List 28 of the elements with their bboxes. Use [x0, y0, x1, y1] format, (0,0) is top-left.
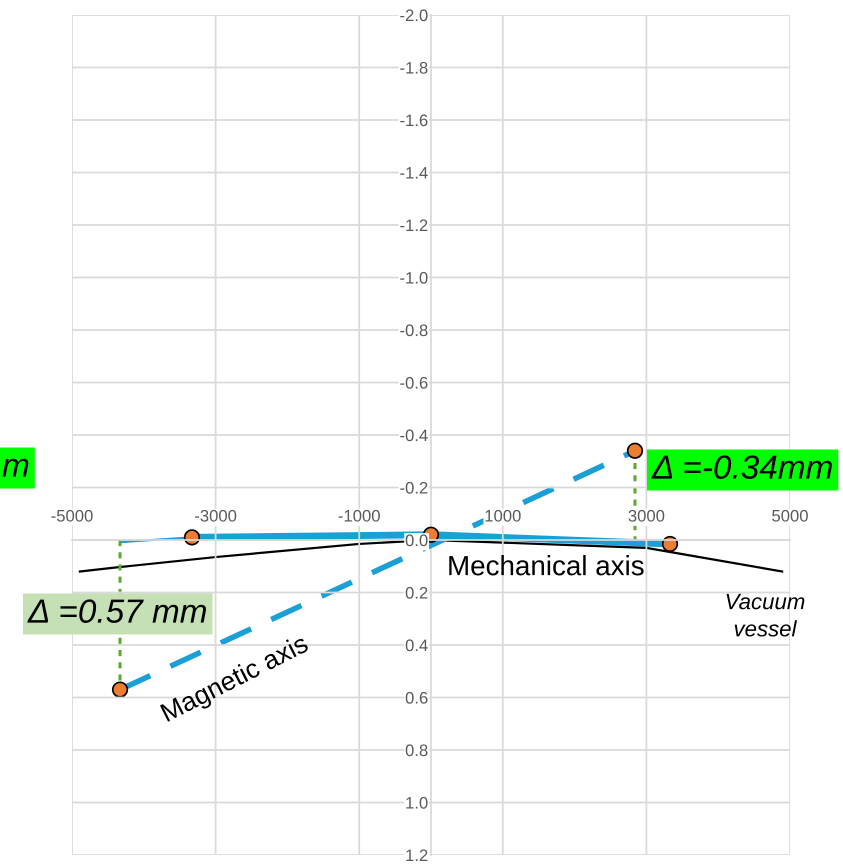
- y-tick-label: 1.2: [406, 849, 428, 862]
- annotation: Δ =0.57 mm: [27, 599, 206, 623]
- x-tick-label: -5000: [51, 510, 93, 522]
- y-tick-label: -0.6: [400, 376, 428, 389]
- y-tick-label: -1.2: [400, 219, 428, 232]
- y-tick-label: 0.0: [406, 534, 428, 546]
- annotation: Δ =-0.34mm: [651, 455, 832, 479]
- x-tick-label: -3000: [195, 510, 236, 522]
- x-tick-label: 5000: [772, 510, 808, 522]
- y-tick-label: 0.2: [406, 586, 428, 599]
- y-tick-label: -1.4: [400, 167, 428, 179]
- y-tick-label: 0.8: [406, 744, 428, 756]
- x-tick-label: -1000: [338, 510, 380, 522]
- text: m: [2, 458, 28, 477]
- x-tick-label: 3000: [628, 510, 664, 522]
- y-tick-label: -1.0: [400, 272, 428, 284]
- annotation: Mechanical axis: [449, 555, 644, 576]
- y-tick-label: -0.2: [400, 482, 428, 494]
- annotation: Vacuum vessel: [726, 594, 804, 637]
- y-tick-label: 0.4: [406, 639, 428, 652]
- y-tick-label: -0.8: [400, 324, 428, 336]
- y-tick-label: -1.8: [400, 62, 428, 74]
- y-tick-label: -2.0: [400, 9, 428, 22]
- x-tick-label: 1000: [486, 510, 521, 522]
- y-tick-label: 0.6: [406, 692, 428, 704]
- y-tick-label: 1.0: [406, 796, 428, 809]
- y-tick-label: -0.4: [400, 429, 428, 442]
- y-tick-label: -1.6: [400, 114, 428, 126]
